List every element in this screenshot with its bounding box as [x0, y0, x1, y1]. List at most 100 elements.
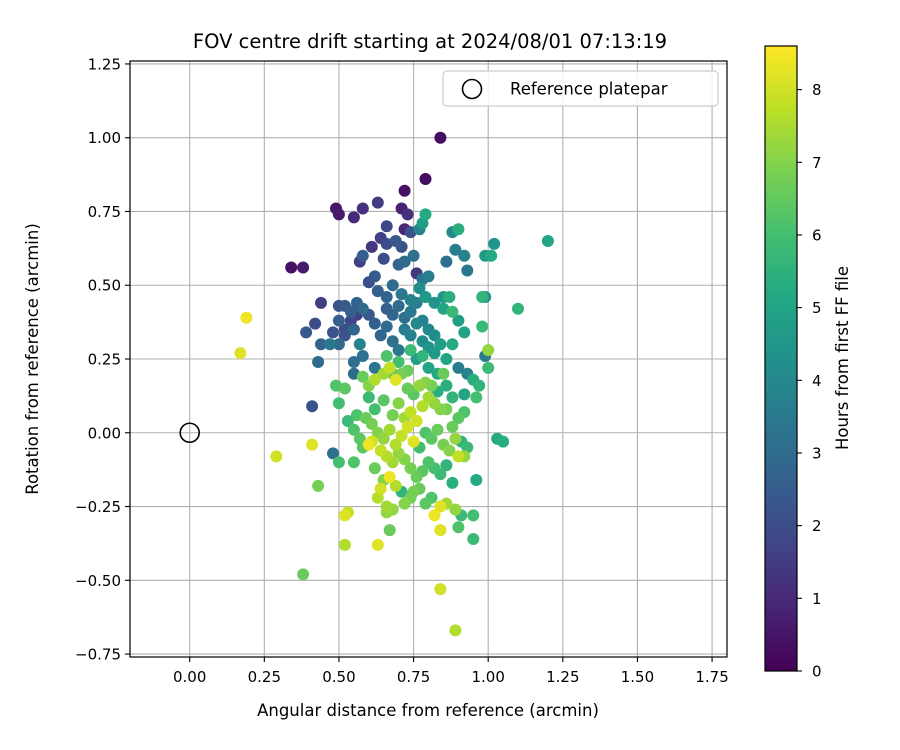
data-point — [410, 415, 423, 427]
data-point — [458, 326, 471, 339]
data-point — [485, 249, 498, 262]
data-point — [368, 317, 381, 330]
data-point — [356, 350, 369, 362]
data-point — [413, 379, 426, 392]
data-point — [434, 583, 447, 596]
data-point — [374, 482, 387, 495]
data-point — [419, 208, 432, 221]
x-tick-label: 0.75 — [397, 668, 430, 686]
data-point — [404, 406, 417, 419]
x-tick-label: 1.00 — [471, 668, 504, 686]
legend: Reference platepar — [442, 70, 719, 107]
data-point — [446, 476, 459, 489]
data-point — [419, 497, 432, 510]
data-point — [407, 485, 420, 498]
data-point — [449, 432, 462, 445]
data-point — [425, 432, 438, 445]
data-point — [356, 370, 369, 383]
data-point — [449, 503, 462, 516]
data-point — [482, 344, 495, 357]
colorbar-tick-label: 0 — [812, 663, 822, 681]
plot-area: 0.00 0.25 0.50 0.75 1.00 1.25 1.50 1.75 −0.75−0… — [75, 55, 729, 686]
data-point — [395, 288, 408, 301]
data-point — [392, 397, 405, 410]
data-point — [332, 208, 345, 221]
data-point — [422, 270, 435, 283]
colorbar-tick-label: 2 — [812, 517, 822, 535]
data-point — [437, 367, 450, 380]
data-point — [410, 317, 423, 330]
data-point — [434, 131, 447, 144]
colorbar-tick-label: 1 — [812, 590, 822, 608]
data-point — [422, 391, 435, 404]
data-point — [309, 317, 322, 330]
data-point — [476, 320, 489, 333]
data-point — [377, 432, 390, 445]
x-tick-label: 0.50 — [322, 668, 355, 686]
data-point — [440, 459, 453, 472]
data-point — [371, 285, 384, 298]
colorbar-tick-label: 8 — [812, 81, 822, 99]
data-point — [443, 444, 456, 457]
data-point — [404, 329, 417, 342]
data-point — [377, 394, 390, 407]
data-point — [368, 361, 381, 374]
data-point — [368, 373, 381, 386]
data-point — [338, 382, 351, 395]
data-point — [386, 335, 399, 348]
data-point — [344, 305, 357, 318]
data-point — [338, 329, 351, 342]
data-point — [446, 391, 459, 404]
data-point — [383, 471, 396, 483]
data-point — [452, 361, 465, 374]
legend-label: Reference platepar — [510, 80, 668, 99]
data-point — [353, 338, 366, 351]
data-point — [392, 356, 405, 368]
data-point — [356, 202, 369, 215]
data-point — [398, 184, 411, 197]
data-point — [389, 235, 402, 247]
data-point — [404, 344, 417, 357]
x-axis-label: Angular distance from reference (arcmin) — [257, 701, 599, 720]
data-point — [419, 291, 432, 303]
data-point — [362, 391, 375, 404]
data-point — [476, 291, 489, 303]
data-point — [401, 382, 414, 395]
colorbar-ticks: 0 1 2 3 4 5 6 7 8 — [797, 81, 822, 681]
data-point — [380, 350, 393, 362]
data-point — [380, 237, 393, 250]
data-point — [470, 474, 483, 486]
chart-title: FOV centre drift starting at 2024/08/01 … — [193, 30, 667, 53]
data-point — [407, 435, 420, 448]
data-point — [380, 291, 393, 303]
data-point — [386, 279, 399, 292]
colorbar-tick-label: 3 — [812, 444, 822, 462]
data-point — [365, 240, 378, 253]
data-point — [332, 456, 345, 469]
data-point — [327, 326, 339, 339]
data-point — [404, 294, 417, 306]
colorbar-label: Hours from first FF file — [833, 266, 852, 450]
data-point — [383, 423, 396, 436]
x-tick-label: 0.00 — [173, 668, 206, 686]
y-tick-label: 0.25 — [88, 351, 121, 369]
data-point — [380, 320, 393, 333]
y-axis-label: Rotation from reference (arcmin) — [23, 223, 42, 495]
data-point — [297, 261, 310, 274]
data-point — [467, 533, 480, 545]
data-point — [347, 423, 360, 436]
data-point — [315, 338, 327, 351]
data-point — [270, 450, 283, 463]
data-point — [482, 361, 495, 374]
colorbar-tick-label: 5 — [812, 299, 822, 317]
data-point — [473, 379, 486, 392]
data-point — [356, 249, 369, 262]
data-point — [434, 524, 447, 537]
data-point — [368, 403, 381, 416]
legend-box — [442, 70, 719, 107]
y-tick-label: 1.25 — [88, 55, 121, 73]
data-point — [452, 314, 465, 327]
data-point — [297, 568, 310, 581]
data-point — [347, 456, 360, 469]
data-point — [461, 264, 474, 277]
